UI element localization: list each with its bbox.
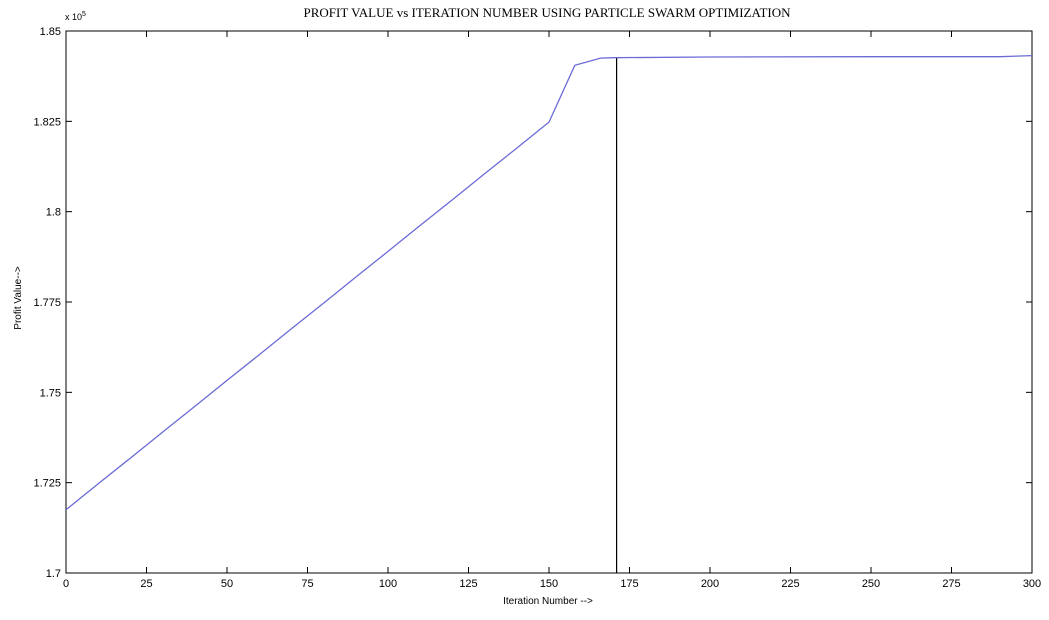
x-tick-label: 275 <box>942 578 960 590</box>
x-tick-label: 25 <box>140 578 152 590</box>
x-tick-label: 200 <box>701 578 719 590</box>
x-tick-label: 100 <box>379 578 397 590</box>
y-tick-label: 1.775 <box>33 297 61 309</box>
y-tick-label: 1.85 <box>40 26 61 38</box>
y-tick-label: 1.7 <box>46 568 61 580</box>
y-multiplier-exponent: 5 <box>82 11 86 18</box>
chart-title: PROFIT VALUE vs ITERATION NUMBER USING P… <box>304 5 792 20</box>
axes <box>65 30 1033 574</box>
x-tick-label: 150 <box>540 578 558 590</box>
x-tick-label: 125 <box>459 578 477 590</box>
y-multiplier-base: x 10 <box>65 12 82 22</box>
x-axis-label: Iteration Number --> <box>503 596 593 607</box>
series-line-profit <box>65 54 1033 511</box>
x-tick-label: 300 <box>1023 578 1041 590</box>
y-axis-multiplier: x 105 <box>65 11 86 22</box>
plot-frame <box>65 30 1033 574</box>
x-tick-label: 75 <box>301 578 313 590</box>
x-tick-label: 250 <box>862 578 880 590</box>
y-tick-label: 1.825 <box>33 116 61 128</box>
ticks-layer: 0 25 50 75 100 125 150 175 200 225 250 275 300 1.7 1.7… <box>33 26 1041 590</box>
x-tick-label: 175 <box>620 578 638 590</box>
y-tick-label: 1.75 <box>40 387 61 399</box>
y-axis-label: Profit Value--> <box>13 266 24 330</box>
series-layer <box>65 54 1033 573</box>
x-tick-label: 0 <box>63 578 69 590</box>
x-tick-label: 225 <box>781 578 799 590</box>
y-tick-label: 1.725 <box>33 478 61 490</box>
x-tick-label: 50 <box>221 578 233 590</box>
y-tick-label: 1.8 <box>46 207 61 219</box>
